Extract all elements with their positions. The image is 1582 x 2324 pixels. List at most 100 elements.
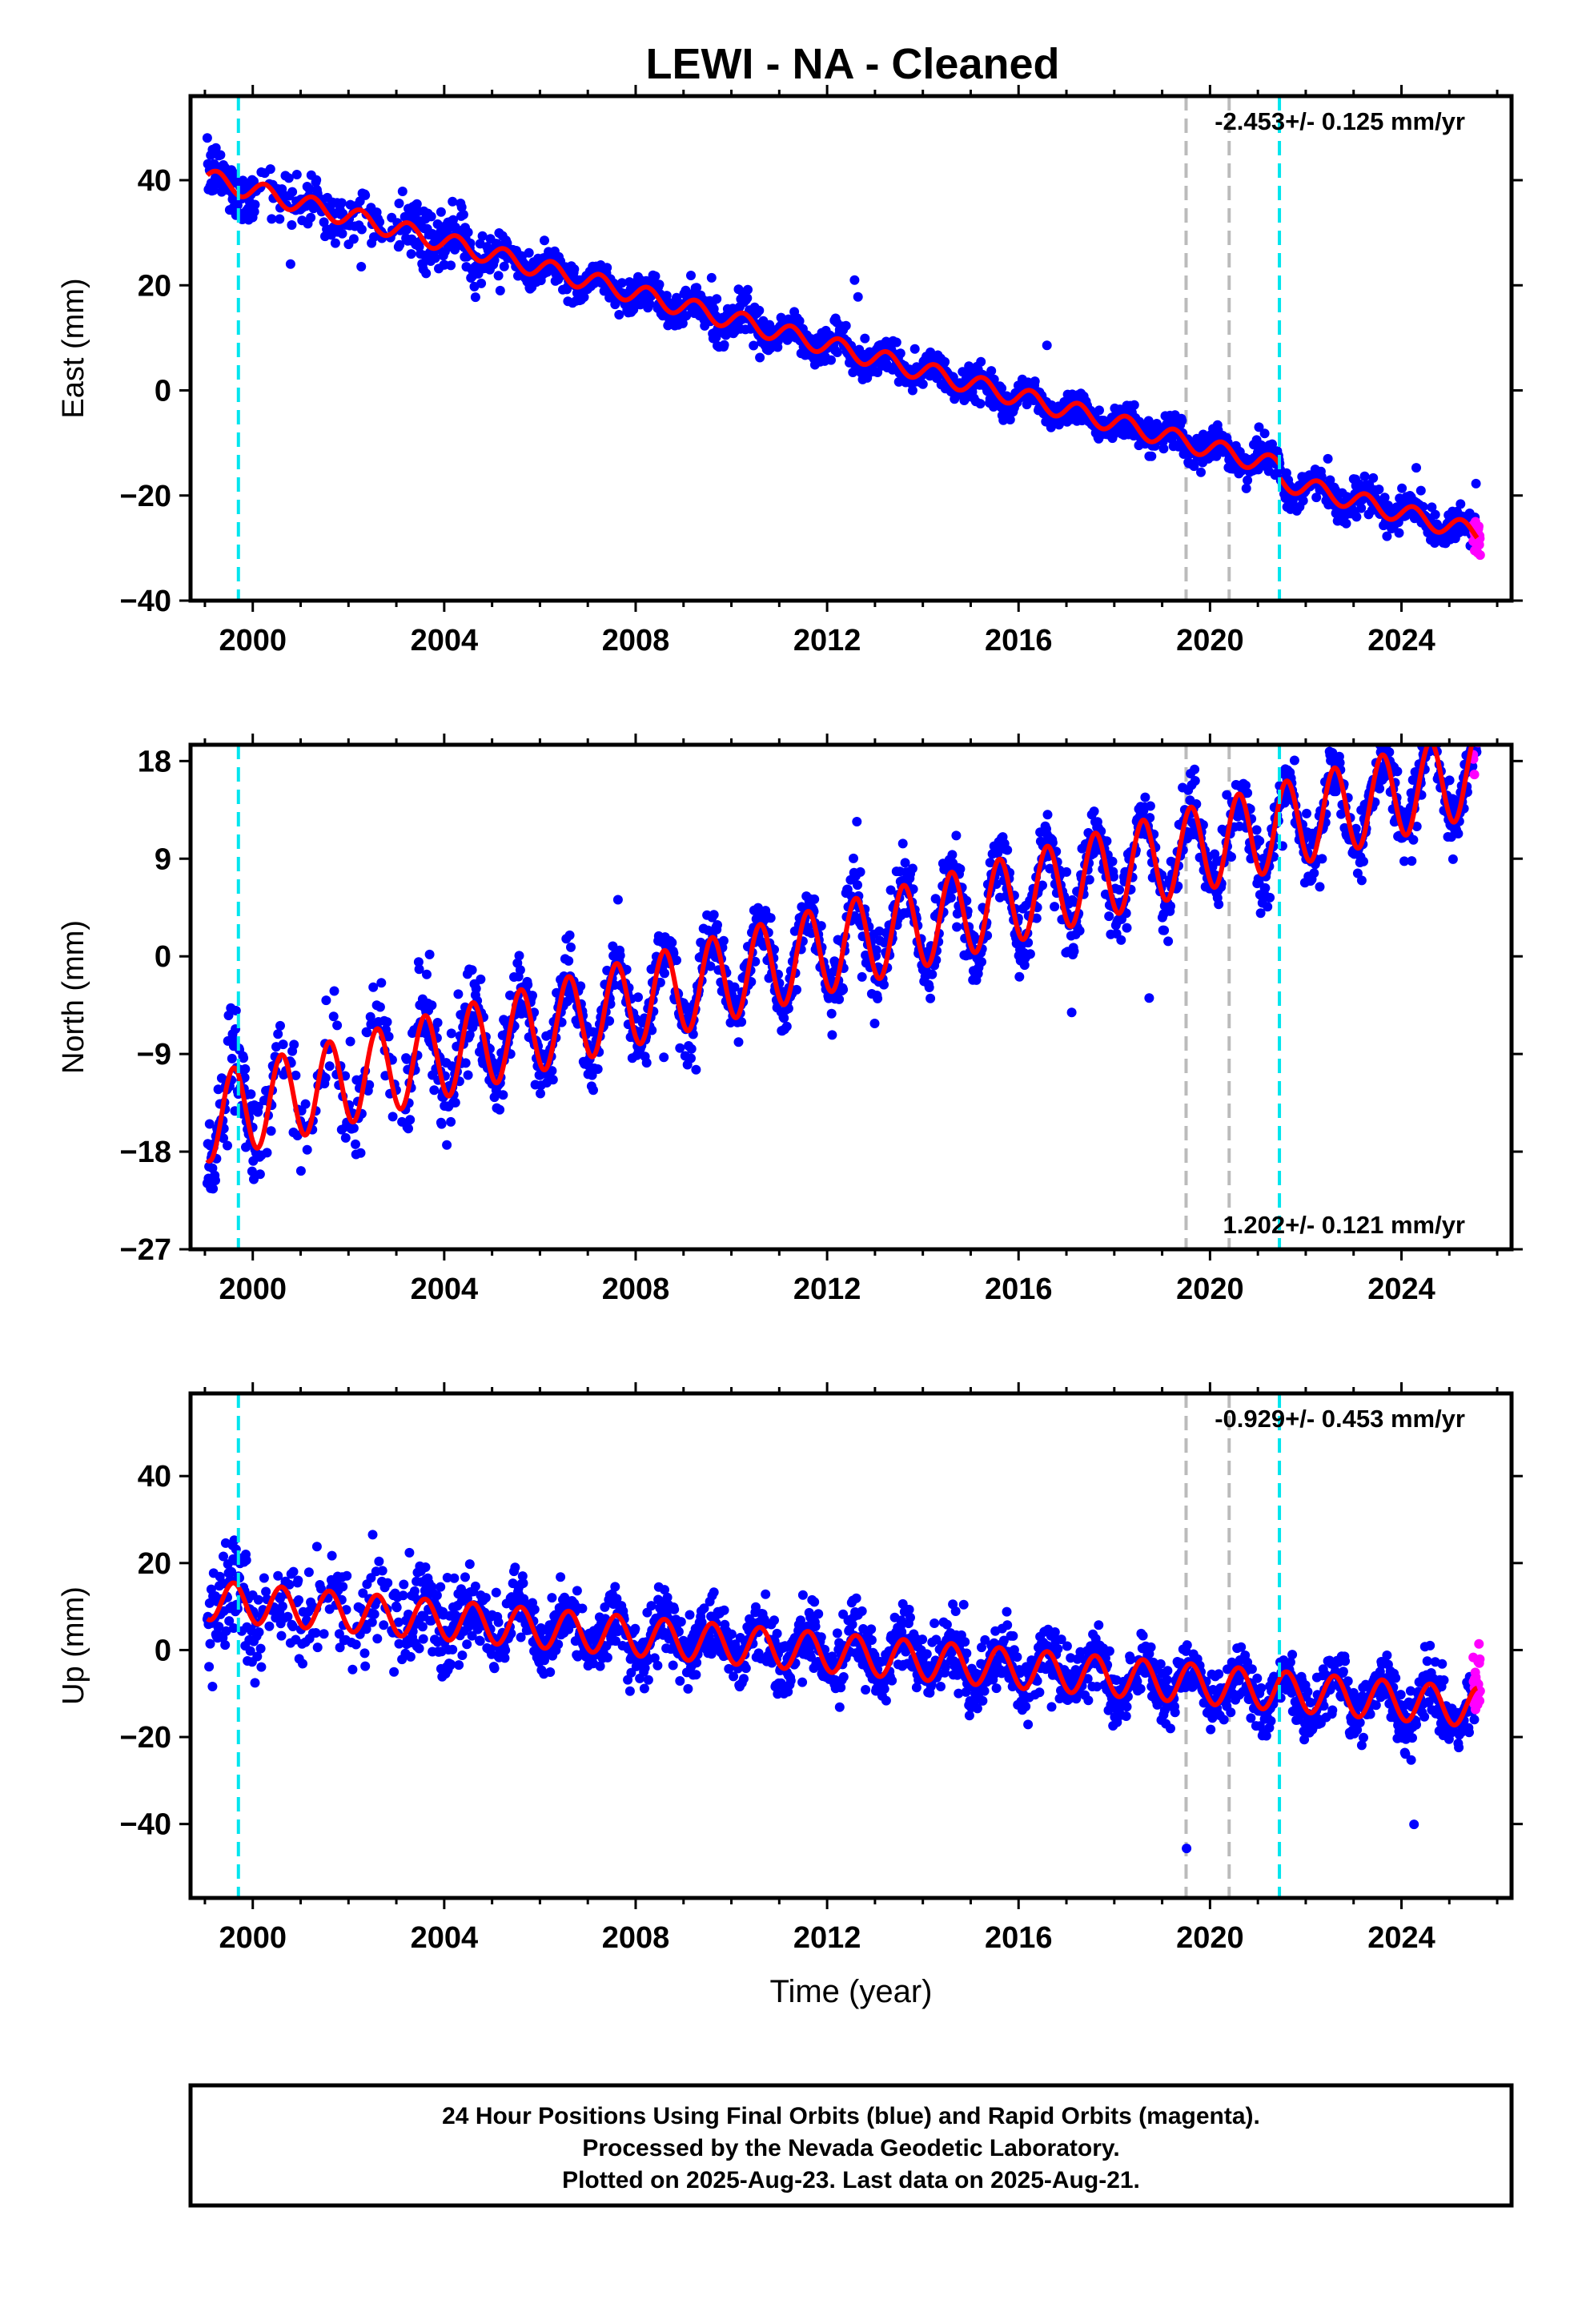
east-data-point	[426, 211, 436, 222]
north-data-point	[1260, 883, 1271, 893]
east-data-point	[250, 199, 260, 210]
east-data-point	[1430, 509, 1440, 520]
east-data-point	[1415, 485, 1426, 496]
east-data-point	[853, 292, 863, 302]
east-data-point	[681, 311, 692, 321]
east-data-point	[579, 292, 589, 302]
north-data-point	[1050, 902, 1060, 912]
east-data-point	[448, 196, 458, 207]
east-data-point	[1456, 499, 1466, 509]
up-data-point	[303, 1567, 314, 1578]
east-data-point	[1005, 415, 1015, 424]
east-data-point	[986, 366, 997, 376]
east-data-point	[215, 150, 226, 160]
north-data-point	[450, 1097, 460, 1108]
north-data-point	[1315, 882, 1325, 892]
east-data-point	[1129, 400, 1139, 410]
north-data-point	[838, 984, 849, 995]
east-data-point	[1351, 512, 1362, 522]
north-data-point	[1089, 806, 1099, 817]
up-data-point	[277, 1601, 287, 1611]
north-data-point	[442, 1140, 452, 1150]
east-data-point	[446, 260, 456, 271]
north-rapid-point	[1474, 722, 1484, 732]
north-data-point	[1423, 733, 1432, 742]
north-data-point	[907, 863, 917, 874]
north-data-point	[348, 1123, 359, 1133]
north-data-point	[340, 1132, 351, 1143]
north-data-point	[1407, 856, 1417, 866]
up-data-point	[464, 1559, 475, 1570]
east-data-point	[356, 262, 367, 271]
east-data-point	[650, 271, 661, 281]
east-data-point	[421, 268, 432, 279]
east-xtick-label: 2016	[985, 624, 1053, 657]
north-data-point	[275, 1020, 285, 1031]
north-xtick-label: 2004	[411, 1273, 479, 1306]
up-data-point	[436, 1582, 446, 1592]
east-plot-area	[202, 96, 1485, 601]
north-data-point	[686, 1043, 697, 1054]
north-data-point	[604, 1015, 615, 1026]
north-xtick-label: 2012	[793, 1273, 861, 1306]
north-data-point	[246, 1089, 256, 1100]
north-data-point	[855, 866, 865, 877]
up-data-point	[500, 1645, 511, 1655]
east-data-point	[493, 271, 504, 281]
north-data-point	[1243, 788, 1253, 798]
east-data-point	[832, 348, 842, 357]
north-data-point	[1302, 808, 1311, 818]
north-data-point	[660, 968, 669, 979]
north-data-point	[1381, 706, 1391, 715]
north-rapid-point	[1472, 709, 1482, 718]
north-rapid-point	[1476, 728, 1485, 738]
east-xtick-label: 2008	[602, 624, 670, 657]
north-data-point	[523, 979, 533, 990]
up-data-point	[220, 1640, 231, 1651]
north-data-point	[1336, 809, 1347, 819]
north-ytick-label: 0	[155, 940, 171, 974]
north-data-point	[1140, 792, 1150, 802]
east-data-point	[1427, 502, 1437, 513]
up-data-point	[367, 1530, 378, 1540]
east-data-point	[202, 133, 212, 143]
north-data-point	[977, 957, 986, 967]
north-data-point	[1444, 775, 1455, 786]
north-data-point	[1309, 868, 1319, 879]
north-data-point	[675, 1043, 685, 1053]
north-data-point	[1255, 908, 1266, 919]
north-data-point	[495, 1104, 505, 1115]
north-plot-background	[191, 745, 1512, 1249]
north-data-point	[718, 935, 729, 946]
north-data-point	[1038, 880, 1047, 891]
north-data-point	[464, 1030, 475, 1040]
up-data-point	[342, 1570, 352, 1581]
up-data-point	[312, 1642, 323, 1653]
north-rapid-point	[1469, 729, 1479, 738]
north-data-point	[427, 1000, 437, 1011]
east-data-point	[1374, 485, 1384, 495]
north-data-point	[375, 1002, 385, 1012]
north-data-point	[422, 969, 432, 979]
north-data-point	[1423, 712, 1432, 722]
east-data-point	[742, 293, 753, 304]
north-data-point	[460, 1058, 471, 1068]
north-data-point	[436, 1119, 447, 1129]
up-data-point	[420, 1562, 431, 1572]
east-data-point	[841, 320, 851, 331]
north-rapid-point	[1471, 702, 1480, 712]
up-data-point	[256, 1662, 267, 1672]
east-data-point	[628, 304, 639, 315]
north-data-point	[1431, 731, 1440, 741]
north-xtick-label: 2016	[985, 1273, 1053, 1306]
east-data-point	[304, 184, 315, 195]
north-data-point	[1255, 836, 1265, 846]
north-data-point	[227, 1053, 237, 1063]
east-data-point	[524, 247, 534, 258]
north-data-point	[781, 1021, 792, 1031]
north-data-point	[468, 1022, 478, 1032]
east-data-point	[406, 249, 416, 259]
up-data-point	[417, 1622, 428, 1632]
north-data-point	[1084, 875, 1094, 885]
north-y-axis-label: North (mm)	[57, 920, 90, 1074]
